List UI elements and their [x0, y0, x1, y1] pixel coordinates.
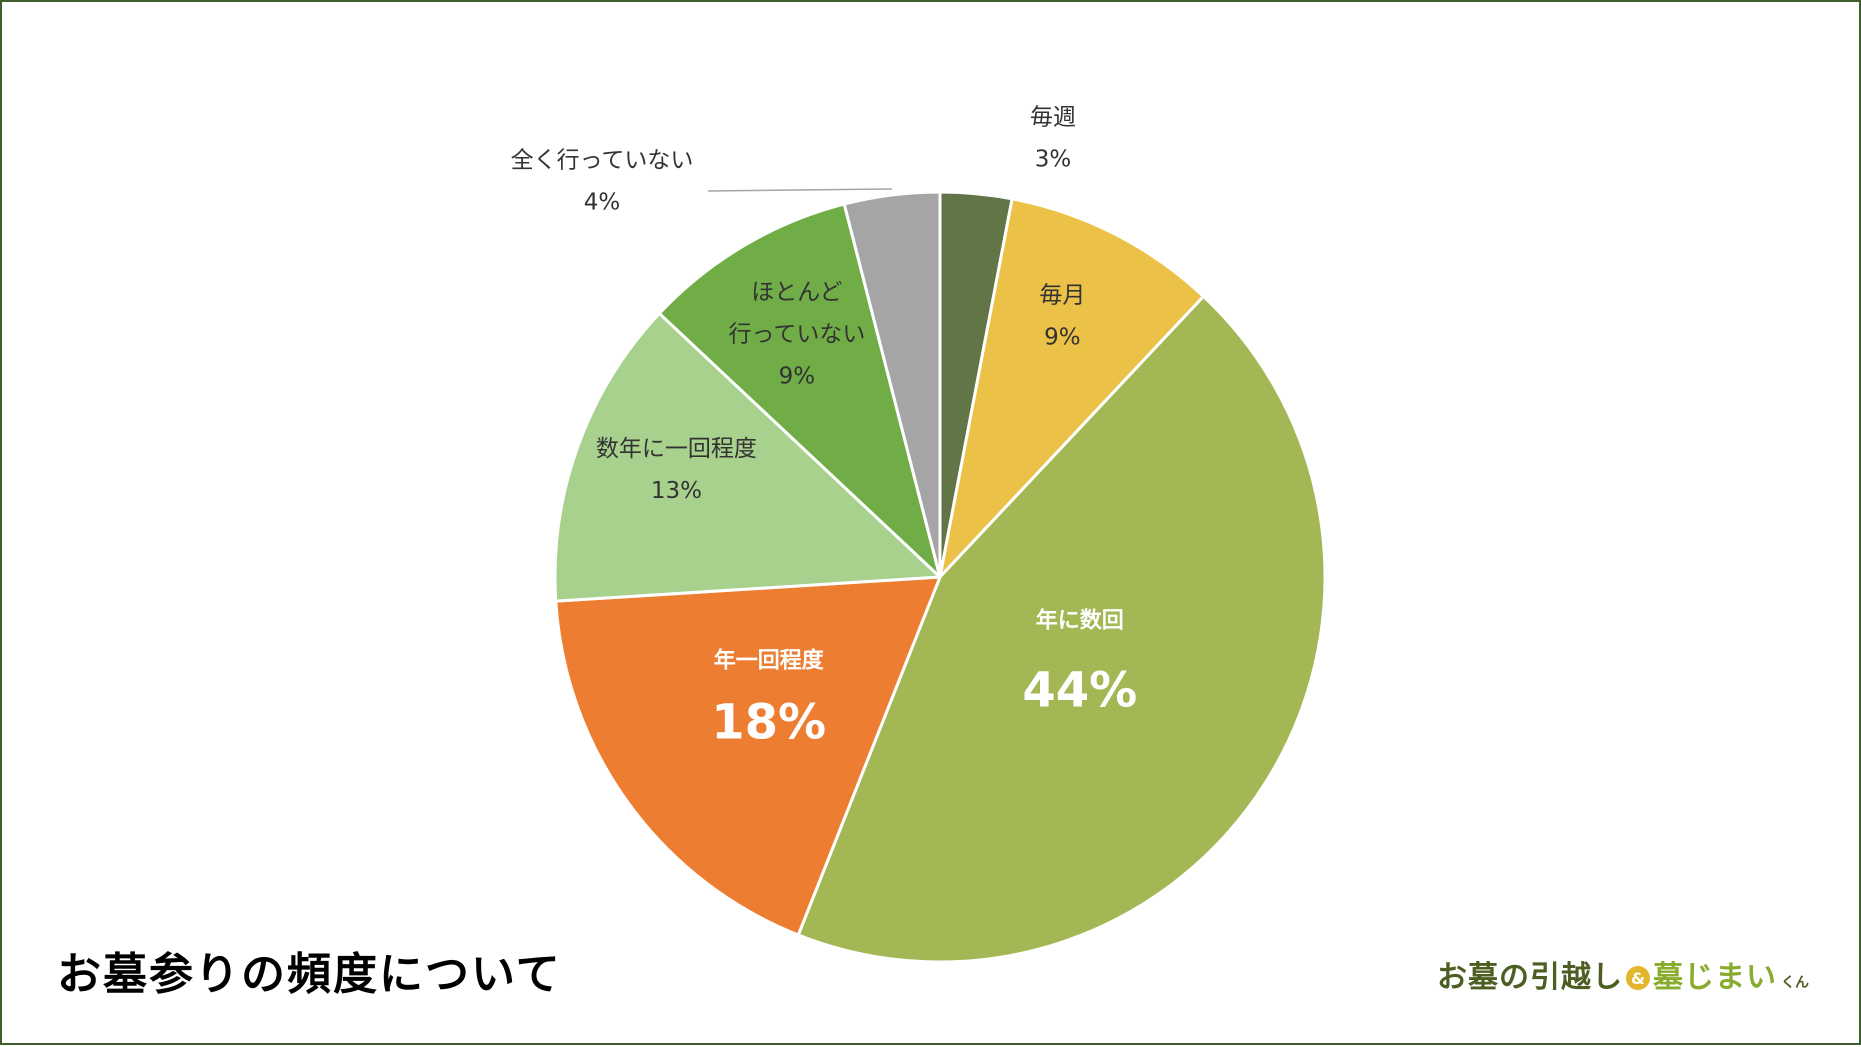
- pie-slice-4: [554, 575, 942, 937]
- slice-label-1: 毎週 3%: [1030, 105, 1076, 173]
- slice-category-label: 毎週: [1030, 105, 1076, 131]
- chart-caption: お墓参りの頻度について: [57, 949, 562, 1000]
- pie-slice-2: [938, 197, 1206, 579]
- logo-text-suffix: くん: [1781, 975, 1809, 991]
- brand-logo: お墓の引越し & 墓じまい くん: [1437, 950, 1809, 996]
- slice-percent-label: 13%: [651, 478, 702, 504]
- pie-slices: [553, 190, 1327, 964]
- slice-percent-label: 4%: [584, 190, 621, 216]
- slice-percent-label: 9%: [779, 364, 816, 390]
- slice-label-4: 年一回程度 18%: [711, 648, 826, 751]
- logo-text-moving: お墓の引越し: [1437, 960, 1623, 995]
- logo-ampersand: &: [1626, 966, 1650, 990]
- leader-lines: [707, 188, 893, 192]
- slice-labels: 毎週 3% 毎月 9% 年に数回 44% 年一回程度 18% 数年に一回程度 13% ほとんど行って…: [511, 105, 1138, 751]
- slice-category-label: ほとんど: [751, 280, 842, 306]
- pie-slice-7: [842, 190, 942, 579]
- slice-category-label: 年に数回: [1036, 608, 1124, 634]
- slice-percent-label: 9%: [1044, 324, 1081, 350]
- slice-label-7: 全く行っていない 4%: [511, 148, 694, 216]
- slice-label-5: 数年に一回程度 13%: [596, 436, 757, 504]
- slice-category-label: 毎月: [1039, 282, 1085, 308]
- slice-label-2: 毎月 9%: [1039, 282, 1085, 350]
- leader-line: [707, 188, 893, 192]
- slice-percent-label: 3%: [1035, 147, 1072, 173]
- slice-category-label: 行っていない: [728, 322, 865, 348]
- slice-percent-label: 44%: [1022, 663, 1137, 719]
- pie-slice-3: [796, 294, 1327, 964]
- pie-slice-5: [553, 311, 942, 603]
- pie-slice-6: [657, 202, 942, 579]
- slice-category-label: 数年に一回程度: [596, 436, 757, 462]
- slice-category-label: 全く行っていない: [511, 148, 694, 174]
- logo-text-closing: 墓じまい: [1653, 960, 1777, 995]
- slice-percent-label: 18%: [711, 695, 826, 751]
- slice-category-label: 年一回程度: [714, 648, 825, 674]
- slice-label-3: 年に数回 44%: [1022, 608, 1137, 719]
